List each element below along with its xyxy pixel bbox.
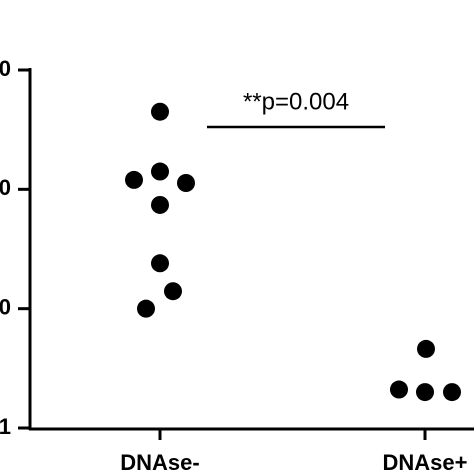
dot [151, 195, 169, 214]
dot [164, 282, 182, 301]
dot [443, 383, 461, 402]
dot [151, 102, 169, 121]
dot [137, 299, 155, 318]
y-tick-label: 10 [0, 294, 11, 319]
y-tick-label: 1 [0, 414, 11, 439]
dot [390, 380, 408, 399]
x-tick-label: DNAse+ [383, 450, 468, 474]
dot [125, 170, 143, 189]
x-tick-label: DNAse- [120, 450, 199, 474]
dot [417, 339, 435, 358]
dot [416, 383, 434, 402]
dot [151, 254, 169, 273]
annotation: **p=0.004 [243, 88, 349, 115]
y-tick-label: 100 [0, 175, 11, 200]
dot [177, 173, 195, 192]
dot [151, 162, 169, 181]
